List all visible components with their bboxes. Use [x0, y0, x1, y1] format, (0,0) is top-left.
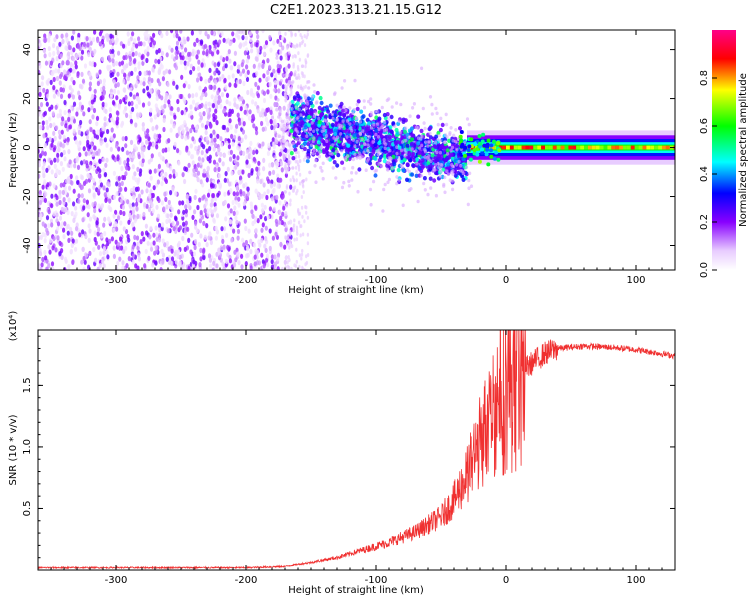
colorbar-label: Normalized spectral amplitude — [738, 73, 749, 227]
snr-y-tick-label: 1.0 — [22, 439, 33, 455]
snr-x-tick-label: -100 — [365, 575, 388, 586]
spectrogram-x-tick-label: 100 — [626, 275, 645, 286]
colorbar-tick-label: 0.4 — [699, 166, 710, 182]
spectrogram-y-tick-label: -20 — [22, 188, 33, 204]
snr-xlabel: Height of straight line (km) — [288, 585, 424, 596]
colorbar-tick-label: 0.2 — [699, 214, 710, 230]
snr-ylabel: SNR (10 * v/v) — [8, 414, 19, 485]
snr-x-tick-label: -200 — [235, 575, 258, 586]
colorbar-gradient — [712, 30, 736, 270]
snr-x-tick-label: 100 — [626, 575, 645, 586]
spectrogram-x-tick-label: -200 — [235, 275, 258, 286]
snr-panel: -300 -200 -100 0 100 0.5 1.0 1.5 Height of stra… — [8, 311, 676, 596]
spectrogram-y-tick-label: 20 — [22, 92, 33, 105]
spectrogram-frame — [37, 29, 676, 271]
spectrogram-x-tick-label: -300 — [105, 275, 128, 286]
snr-y-tick-label: 0.5 — [22, 501, 33, 517]
spectrogram-heatmap — [38, 30, 675, 270]
snr-frame — [37, 329, 676, 571]
snr-x-tick-label: 0 — [503, 575, 509, 586]
snr-y-tick-label: 1.5 — [22, 377, 33, 393]
spectrogram-ylabel: Frequency (Hz) — [8, 112, 19, 188]
colorbar-tick-label: 0.0 — [699, 262, 710, 278]
spectrogram-xlabel: Height of straight line (km) — [288, 285, 424, 296]
spectrogram-y-tick-label: 40 — [22, 43, 33, 56]
colorbar-ticks: 0.0 0.2 0.4 0.6 0.8 — [699, 70, 717, 278]
spectrogram-y-tick-label: -40 — [22, 237, 33, 253]
colorbar-tick-label: 0.6 — [699, 118, 710, 134]
spectrogram-y-tick-label: 0 — [22, 144, 33, 150]
snr-multiplier: (x10⁴) — [8, 311, 19, 342]
snr-x-tick-label: -300 — [105, 575, 128, 586]
colorbar: 0.0 0.2 0.4 0.6 0.8 Normalized spectral ampl… — [699, 30, 749, 278]
snr-series-line — [38, 330, 675, 570]
snr-ticks: -300 -200 -100 0 100 0.5 1.0 1.5 — [22, 330, 676, 586]
colorbar-tick-label: 0.8 — [699, 70, 710, 86]
figure-title: C2E1.2023.313.21.15.G12 — [270, 3, 442, 18]
spectrogram-x-tick-label: 0 — [503, 275, 509, 286]
spectrogram-x-tick-label: -100 — [365, 275, 388, 286]
